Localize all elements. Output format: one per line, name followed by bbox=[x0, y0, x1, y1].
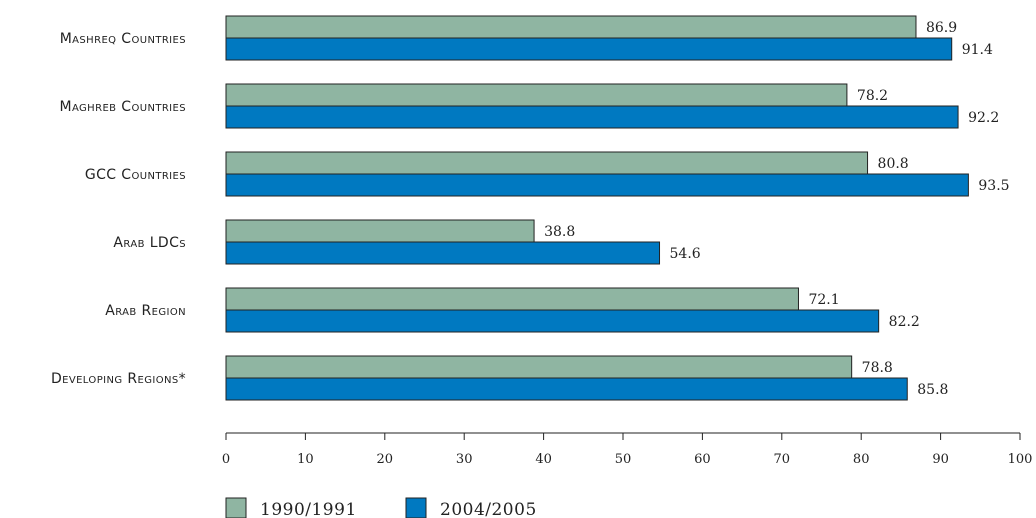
bar-maghreb-countries-1990-1991 bbox=[225, 83, 848, 107]
x-tick-label-60: 60 bbox=[694, 452, 711, 467]
bars bbox=[225, 15, 969, 401]
x-tick-label-10: 10 bbox=[297, 452, 314, 467]
x-tick-label-50: 50 bbox=[615, 452, 632, 467]
category-label-arab-region: Arab Region bbox=[105, 303, 186, 319]
category-label-developing-regions: Developing Regions* bbox=[51, 371, 186, 387]
category-label-mashreq-countries: Mashreq Countries bbox=[60, 31, 186, 47]
x-axis: 0 10 20 30 40 50 60 70 80 90 100 bbox=[222, 432, 1033, 467]
bar-developing-regions-1990-1991 bbox=[225, 355, 853, 379]
value-label-arab-region-2004-2005: 82.2 bbox=[889, 314, 920, 330]
x-tick-label-100: 100 bbox=[1008, 452, 1033, 467]
value-label-mashreq-countries-2004-2005: 91.4 bbox=[962, 42, 993, 58]
value-label-arab-region-1990-1991: 72.1 bbox=[808, 292, 839, 308]
bar-arab-region-1990-1991 bbox=[225, 287, 799, 311]
value-label-developing-regions-1990-1991: 78.8 bbox=[862, 360, 893, 376]
bar-mashreq-countries-2004-2005 bbox=[225, 37, 953, 61]
category-label-maghreb-countries: Maghreb Countries bbox=[59, 99, 186, 115]
bar-gcc-countries-2004-2005 bbox=[225, 173, 969, 197]
bar-maghreb-countries-2004-2005 bbox=[225, 105, 959, 129]
category-label-arab-ldcs: Arab LDCs bbox=[113, 235, 186, 251]
x-tick-label-40: 40 bbox=[535, 452, 552, 467]
x-tick-label-80: 80 bbox=[853, 452, 870, 467]
value-label-maghreb-countries-1990-1991: 78.2 bbox=[857, 88, 888, 104]
legend: 1990/1991 2004/2005 bbox=[225, 497, 537, 518]
x-tick-label-30: 30 bbox=[456, 452, 473, 467]
bar-mashreq-countries-1990-1991 bbox=[225, 15, 917, 39]
legend-label-2004-2005: 2004/2005 bbox=[440, 500, 537, 518]
value-label-gcc-countries-2004-2005: 93.5 bbox=[978, 178, 1009, 194]
legend-swatch-2004-2005 bbox=[405, 497, 427, 518]
x-tick-label-0: 0 bbox=[222, 452, 230, 467]
value-label-arab-ldcs-1990-1991: 38.8 bbox=[544, 224, 575, 240]
bar-gcc-countries-1990-1991 bbox=[225, 151, 869, 175]
x-tick-label-20: 20 bbox=[377, 452, 394, 467]
x-tick-label-70: 70 bbox=[774, 452, 791, 467]
category-labels: Mashreq Countries Maghreb Countries GCC Co… bbox=[51, 31, 186, 387]
value-label-maghreb-countries-2004-2005: 92.2 bbox=[968, 110, 999, 126]
bar-arab-ldcs-1990-1991 bbox=[225, 219, 535, 243]
value-label-gcc-countries-1990-1991: 80.8 bbox=[878, 156, 909, 172]
legend-label-1990-1991: 1990/1991 bbox=[260, 500, 357, 518]
bar-arab-ldcs-2004-2005 bbox=[225, 241, 661, 265]
bar-developing-regions-2004-2005 bbox=[225, 377, 908, 401]
value-label-developing-regions-2004-2005: 85.8 bbox=[917, 382, 948, 398]
value-label-mashreq-countries-1990-1991: 86.9 bbox=[926, 20, 957, 36]
bar-arab-region-2004-2005 bbox=[225, 309, 880, 333]
value-labels: 86.9 91.4 78.2 92.2 80.8 93.5 38.8 54.6 72.1 82.2… bbox=[544, 20, 1009, 398]
category-label-gcc-countries: GCC Countries bbox=[85, 167, 186, 183]
x-tick-label-90: 90 bbox=[932, 452, 949, 467]
legend-swatch-1990-1991 bbox=[225, 497, 247, 518]
value-label-arab-ldcs-2004-2005: 54.6 bbox=[670, 246, 701, 262]
